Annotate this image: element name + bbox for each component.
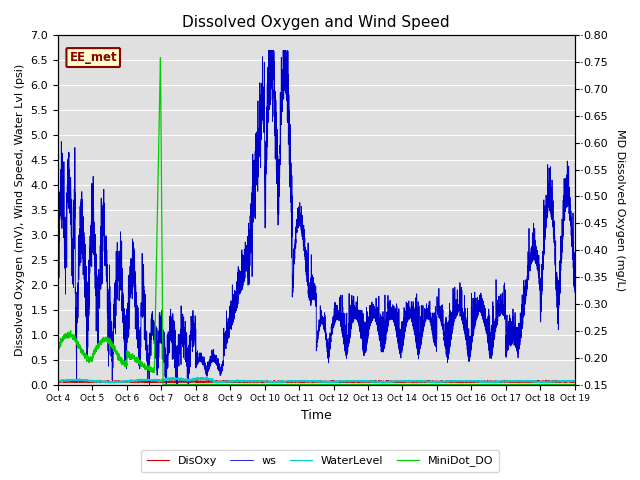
DisOxy: [364, 379, 372, 384]
WaterLevel: [148, 377, 156, 383]
WaterLevel: [364, 378, 372, 384]
ws: [440, 332, 447, 337]
MiniDot_DO: [571, 382, 579, 387]
WaterLevel: [54, 379, 62, 384]
Y-axis label: Dissolved Oxygen (mV), Wind Speed, Water Lvl (psi): Dissolved Oxygen (mV), Wind Speed, Water…: [15, 64, 25, 356]
DisOxy: [54, 378, 62, 384]
MiniDot_DO: [54, 342, 62, 348]
X-axis label: Time: Time: [301, 409, 332, 422]
WaterLevel: [193, 374, 200, 380]
WaterLevel: [479, 379, 487, 384]
ws: [479, 316, 487, 322]
ws: [265, 48, 273, 53]
ws: [148, 321, 156, 327]
ws: [364, 334, 372, 340]
MiniDot_DO: [390, 382, 398, 387]
WaterLevel: [110, 380, 118, 386]
MiniDot_DO: [479, 382, 487, 387]
Text: EE_met: EE_met: [69, 51, 117, 64]
Line: ws: ws: [58, 50, 575, 384]
ws: [252, 203, 259, 208]
DisOxy: [440, 379, 447, 385]
DisOxy: [484, 379, 492, 385]
WaterLevel: [252, 379, 259, 384]
DisOxy: [479, 379, 486, 385]
DisOxy: [571, 379, 579, 384]
DisOxy: [252, 379, 259, 385]
ws: [54, 260, 62, 265]
DisOxy: [148, 379, 156, 384]
Legend: DisOxy, ws, WaterLevel, MiniDot_DO: DisOxy, ws, WaterLevel, MiniDot_DO: [141, 450, 499, 472]
MiniDot_DO: [440, 382, 447, 387]
WaterLevel: [440, 379, 447, 385]
Title: Dissolved Oxygen and Wind Speed: Dissolved Oxygen and Wind Speed: [182, 15, 450, 30]
Line: WaterLevel: WaterLevel: [58, 377, 575, 383]
Line: MiniDot_DO: MiniDot_DO: [58, 58, 575, 384]
ws: [571, 289, 579, 295]
MiniDot_DO: [252, 382, 259, 387]
WaterLevel: [390, 379, 398, 384]
Line: DisOxy: DisOxy: [58, 380, 575, 382]
DisOxy: [234, 377, 241, 383]
ws: [390, 312, 398, 317]
MiniDot_DO: [148, 366, 156, 372]
MiniDot_DO: [159, 382, 167, 387]
Y-axis label: MD Dissolved Oxygen (mg/L): MD Dissolved Oxygen (mg/L): [615, 129, 625, 291]
ws: [146, 382, 154, 387]
WaterLevel: [571, 378, 579, 384]
DisOxy: [390, 379, 398, 384]
MiniDot_DO: [364, 382, 372, 387]
MiniDot_DO: [157, 55, 164, 60]
